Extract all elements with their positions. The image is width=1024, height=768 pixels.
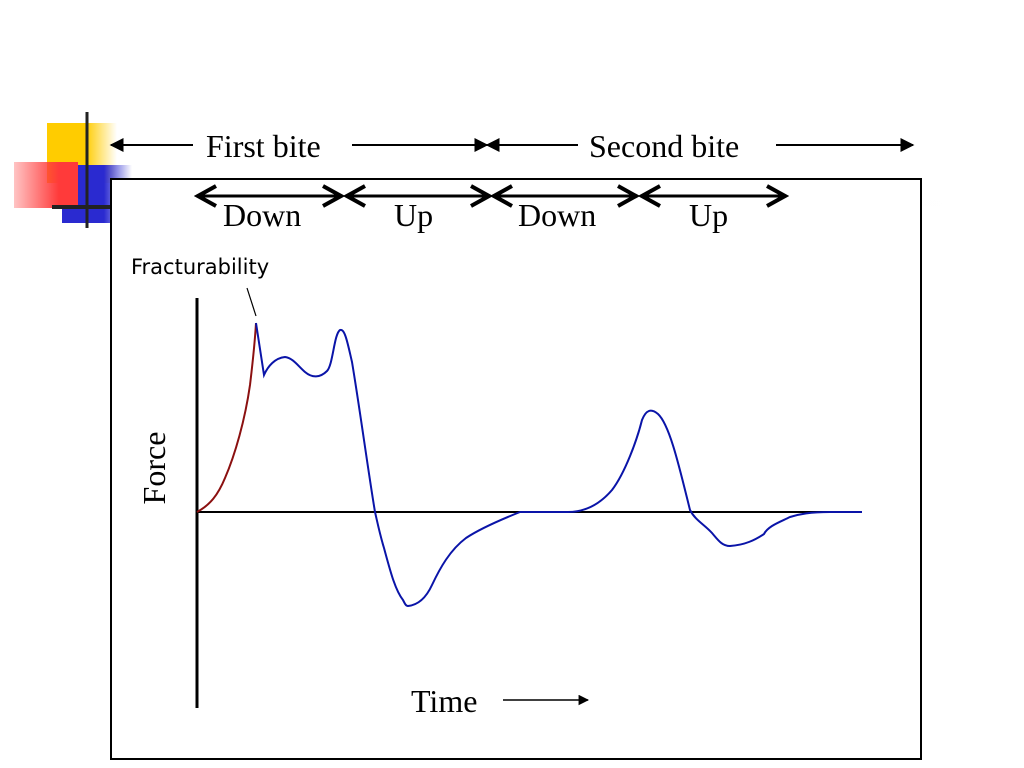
curve-force-time [255,322,862,608]
diagram-frame [110,178,922,760]
fracturability-label: Fracturability [131,255,270,279]
phase-label-up-2: Up [689,197,729,233]
phase-label-down-1: Down [223,197,302,233]
x-axis-label: Time [411,683,478,719]
decor-red-square [14,162,78,208]
phase-label-down-2: Down [518,197,597,233]
phase-label-up-1: Up [394,197,434,233]
first-bite-label: First bite [206,128,321,164]
fracturability-pointer [246,287,257,317]
second-bite-label: Second bite [589,128,740,164]
curve-initial-rise [196,322,257,513]
y-axis-label: Force [136,431,172,505]
